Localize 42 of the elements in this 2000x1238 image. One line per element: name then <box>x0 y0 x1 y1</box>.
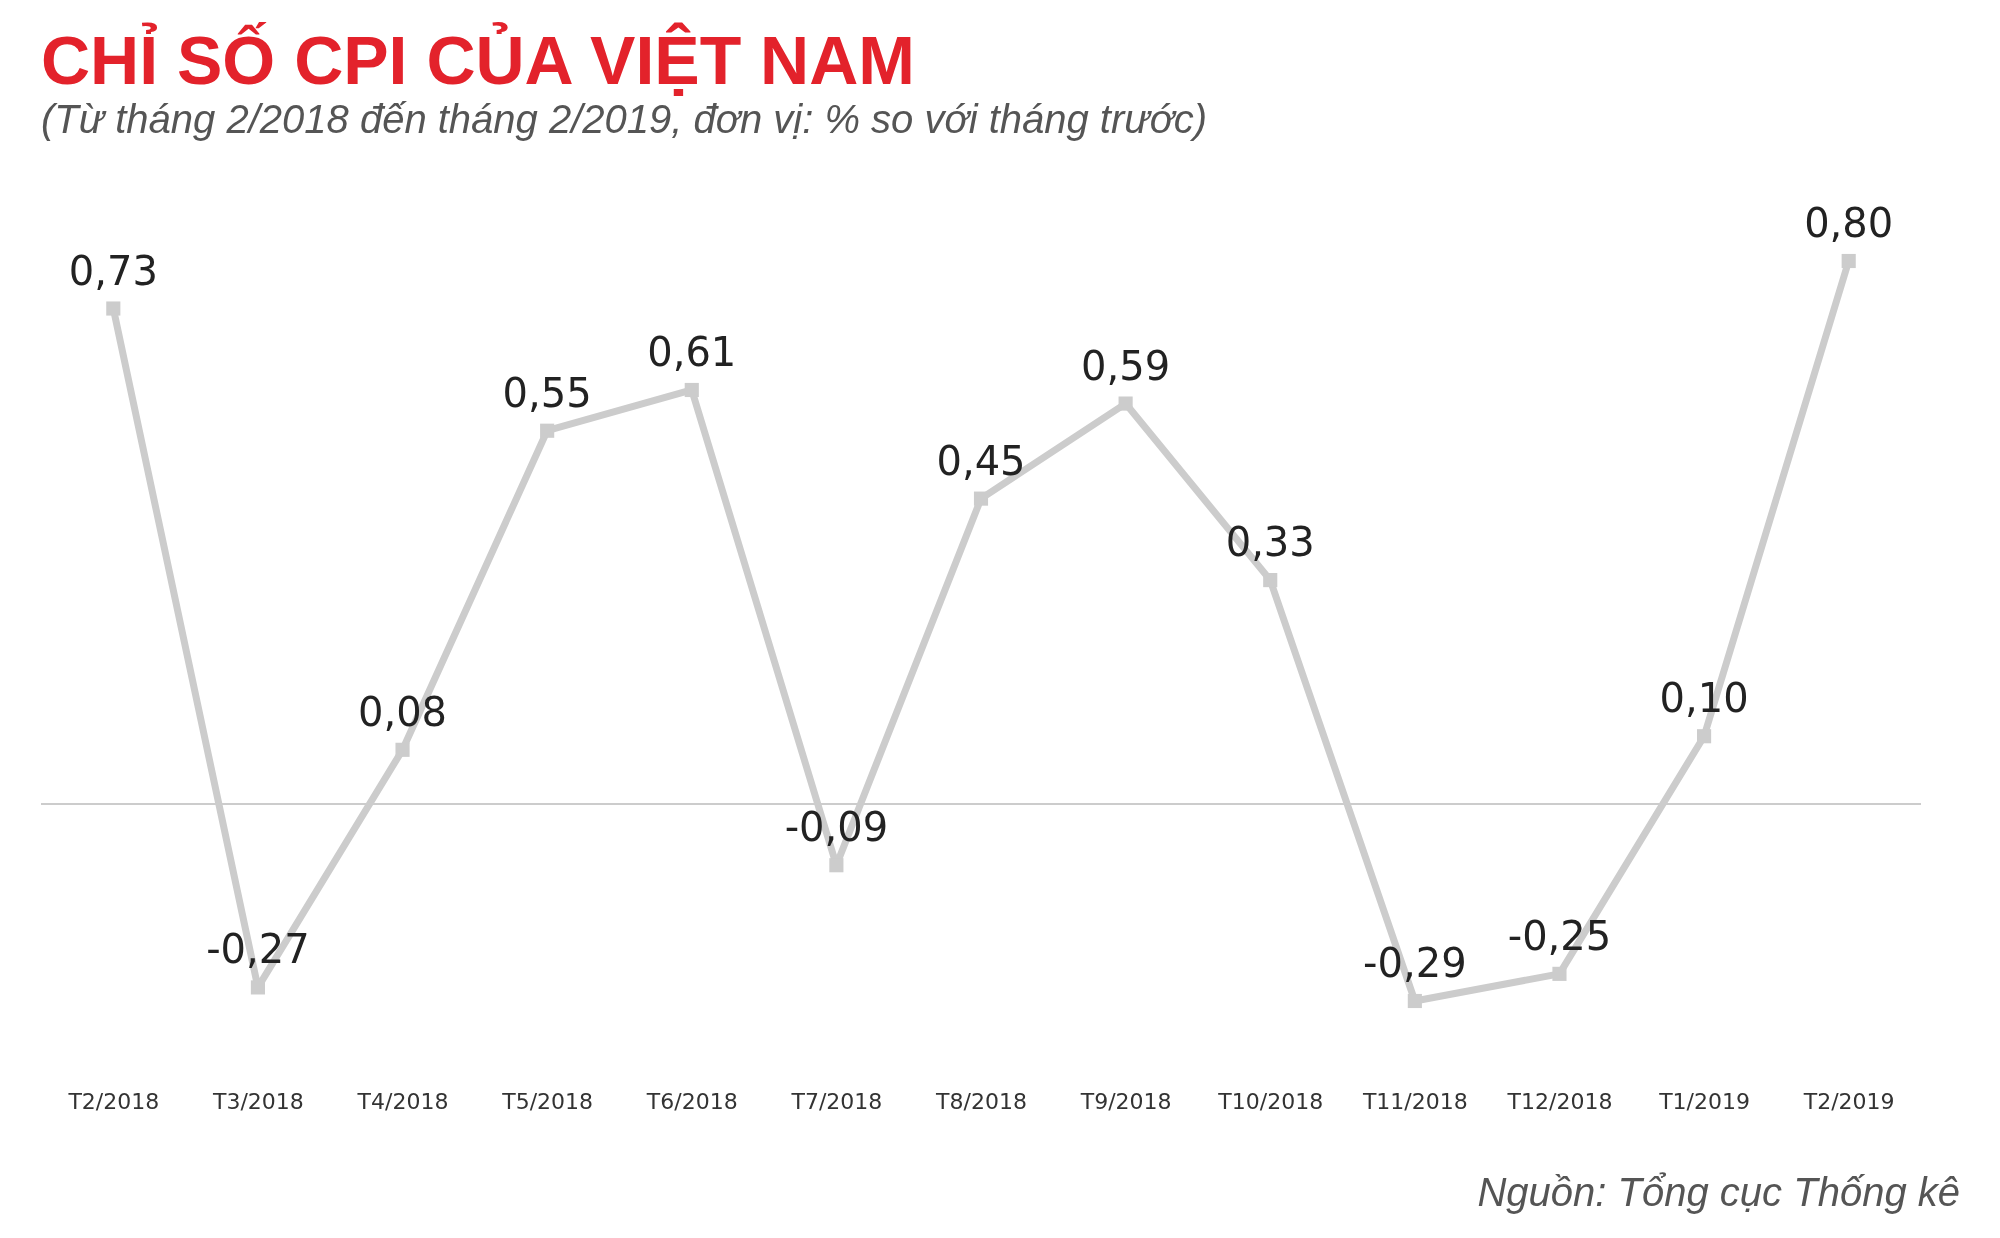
data-label: 0,59 <box>1081 342 1171 389</box>
point <box>395 742 410 757</box>
x-tick-label: T2/2018 <box>67 1088 160 1114</box>
data-label: 0,61 <box>647 328 737 375</box>
point <box>1407 993 1422 1009</box>
point <box>1841 253 1856 269</box>
point <box>829 858 844 873</box>
data-label: 0,73 <box>68 247 158 294</box>
data-label: 0,55 <box>502 369 592 416</box>
x-tick-label: T9/2018 <box>1079 1088 1172 1114</box>
x-tick-label: T5/2018 <box>501 1088 594 1114</box>
chart-subtitle: (Từ tháng 2/2018 đến tháng 2/2019, đơn vị: % so với tháng trước) <box>41 97 1208 141</box>
x-tick-label: T10/2018 <box>1217 1088 1324 1114</box>
data-label: -0,09 <box>784 804 889 851</box>
point <box>1263 573 1278 588</box>
data-label: 0,45 <box>936 437 1026 484</box>
data-label: -0,27 <box>206 926 310 973</box>
x-tick-label: T7/2018 <box>790 1088 883 1114</box>
x-tick-label: T4/2018 <box>356 1088 449 1114</box>
point <box>1552 966 1567 981</box>
x-tick-label: T12/2018 <box>1506 1088 1613 1114</box>
x-tick-label: T3/2018 <box>212 1088 304 1114</box>
point <box>1118 396 1133 411</box>
data-label: 0,80 <box>1804 200 1894 246</box>
point <box>973 491 989 506</box>
text: Nguồn: Tổng cục Thống kê <box>1477 1170 1960 1215</box>
data-label: -0,25 <box>1507 912 1612 959</box>
data-label: 0,08 <box>358 688 448 735</box>
point <box>540 423 555 438</box>
x-tick-label: T2/2019 <box>1802 1088 1895 1114</box>
data-label: 0,10 <box>1659 675 1749 722</box>
point <box>1697 729 1712 744</box>
x-tick-label: T11/2018 <box>1361 1088 1468 1114</box>
point <box>106 301 121 316</box>
point <box>684 382 699 398</box>
x-tick-label: T1/2019 <box>1658 1088 1750 1114</box>
data-label: -0,29 <box>1363 940 1467 986</box>
x-tick-label: T6/2018 <box>645 1088 738 1114</box>
x-tick-label: T8/2018 <box>935 1088 1027 1114</box>
data-label: 0,33 <box>1225 519 1315 566</box>
chart-title: CHỈ SỐ CPI CỦA VIỆT NAM <box>41 22 915 98</box>
point <box>250 980 265 995</box>
